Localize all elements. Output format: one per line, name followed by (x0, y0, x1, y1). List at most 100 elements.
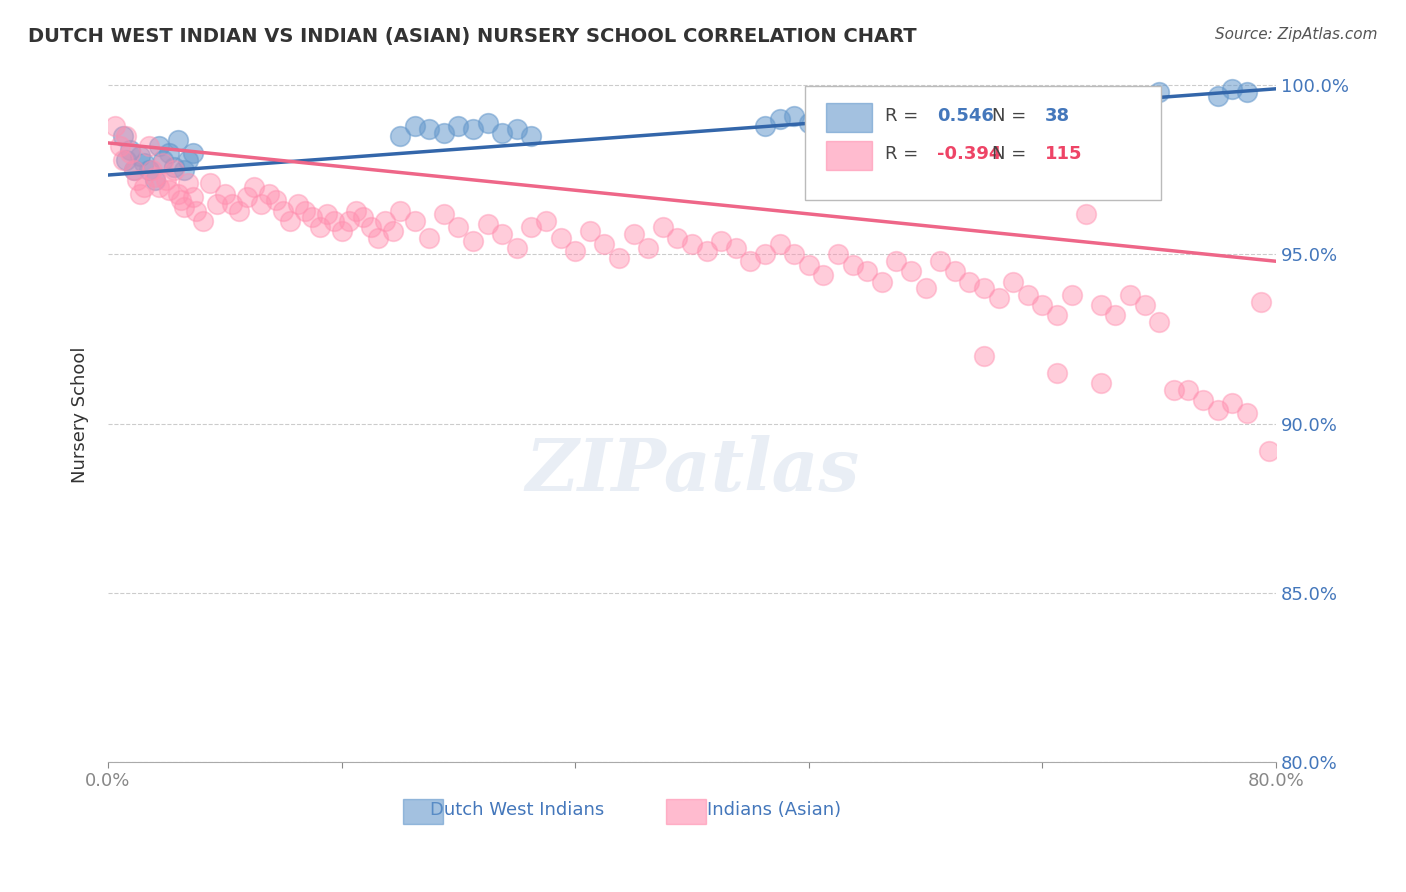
Text: Dutch West Indians: Dutch West Indians (430, 801, 605, 819)
Point (1133, 298, 1156, 312)
Point (157, 183, 180, 197)
Point (1090, 376, 1112, 390)
Point (118, 143, 141, 157)
Point (111, 129, 134, 144)
FancyBboxPatch shape (666, 799, 706, 824)
FancyBboxPatch shape (404, 799, 443, 824)
Point (221, 196, 243, 211)
Point (491, 227, 513, 242)
Point (696, 244, 718, 259)
Point (388, 203, 411, 218)
Point (177, 153, 200, 167)
Point (841, 258, 863, 272)
Point (491, 126, 513, 140)
Point (353, 211, 375, 225)
Point (114, 153, 136, 167)
Point (827, 247, 849, 261)
Point (477, 115, 499, 129)
Point (1250, 294, 1272, 309)
Point (914, 281, 936, 295)
Point (433, 126, 456, 140)
Point (623, 227, 645, 242)
Point (1220, 396, 1243, 410)
Text: 115: 115 (1045, 145, 1083, 163)
Point (163, 160, 186, 174)
Point (461, 234, 484, 248)
Point (173, 200, 195, 214)
Point (724, 241, 747, 255)
Point (550, 230, 572, 244)
Point (243, 179, 266, 194)
Point (754, 119, 776, 133)
Point (534, 213, 557, 227)
Point (181, 146, 204, 161)
Point (191, 213, 214, 227)
Point (108, 139, 131, 153)
Point (104, 119, 127, 133)
Point (870, 275, 893, 289)
Text: 38: 38 (1045, 107, 1070, 126)
Point (114, 129, 136, 144)
Point (1046, 366, 1069, 380)
Point (198, 177, 221, 191)
Point (1206, 88, 1229, 103)
Point (768, 112, 790, 127)
Point (381, 224, 404, 238)
Point (987, 292, 1010, 306)
Point (447, 220, 470, 235)
Point (1236, 406, 1258, 420)
Text: DUTCH WEST INDIAN VS INDIAN (ASIAN) NURSERY SCHOOL CORRELATION CHART: DUTCH WEST INDIAN VS INDIAN (ASIAN) NURS… (28, 27, 917, 45)
Text: 0.546: 0.546 (938, 107, 994, 126)
Text: Indians (Asian): Indians (Asian) (707, 801, 841, 819)
Point (264, 194, 287, 208)
Point (404, 119, 426, 133)
Point (1090, 298, 1112, 312)
Point (900, 264, 922, 278)
Point (129, 149, 152, 163)
Point (280, 213, 302, 227)
Point (148, 139, 170, 153)
Text: N =: N = (993, 107, 1026, 126)
Point (1076, 207, 1098, 221)
Point (143, 173, 166, 187)
Point (1104, 309, 1126, 323)
Point (477, 217, 499, 231)
Point (607, 251, 630, 265)
Point (250, 196, 273, 211)
Point (929, 254, 952, 268)
Point (404, 213, 426, 227)
Point (578, 224, 600, 238)
Point (433, 207, 456, 221)
FancyBboxPatch shape (806, 86, 1161, 200)
Point (1031, 298, 1053, 312)
Point (1177, 383, 1199, 397)
Point (177, 177, 200, 191)
Point (783, 109, 806, 123)
Point (447, 119, 470, 133)
Text: R =: R = (884, 145, 918, 163)
Point (337, 213, 360, 227)
Point (148, 179, 170, 194)
Point (418, 230, 440, 244)
Point (754, 247, 776, 261)
Point (207, 196, 229, 211)
Point (418, 122, 440, 136)
Point (593, 237, 616, 252)
Text: R =: R = (884, 107, 918, 126)
Text: N =: N = (993, 145, 1026, 163)
Point (1017, 288, 1039, 302)
Point (170, 194, 193, 208)
Point (367, 230, 389, 244)
Point (461, 122, 484, 136)
Point (184, 203, 207, 218)
Point (973, 349, 995, 363)
Point (127, 173, 149, 187)
Point (856, 109, 879, 123)
Point (330, 224, 353, 238)
Point (740, 254, 762, 268)
Point (143, 169, 166, 184)
Point (520, 220, 543, 235)
Point (388, 129, 411, 144)
Point (257, 186, 280, 201)
Point (564, 244, 586, 259)
